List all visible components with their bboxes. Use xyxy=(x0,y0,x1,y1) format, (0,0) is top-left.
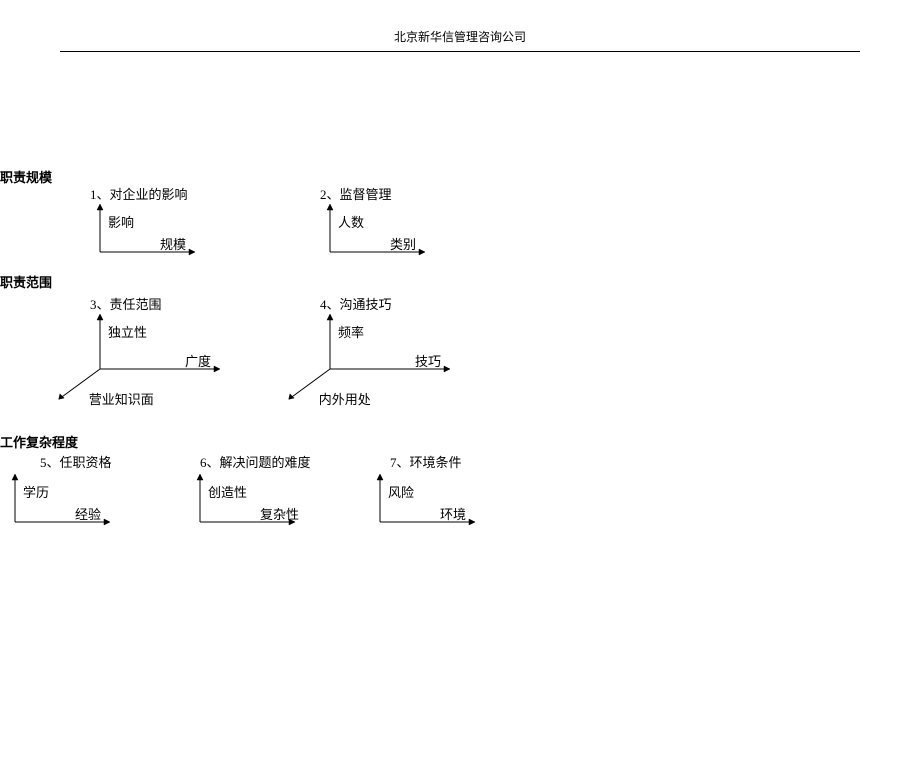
d7-x-label: 环境 xyxy=(440,504,466,523)
page-header: 北京新华信管理咨询公司 xyxy=(0,0,920,51)
d7-y-label: 风险 xyxy=(388,482,414,501)
d7-axes xyxy=(0,72,900,772)
header-underline xyxy=(60,51,860,52)
